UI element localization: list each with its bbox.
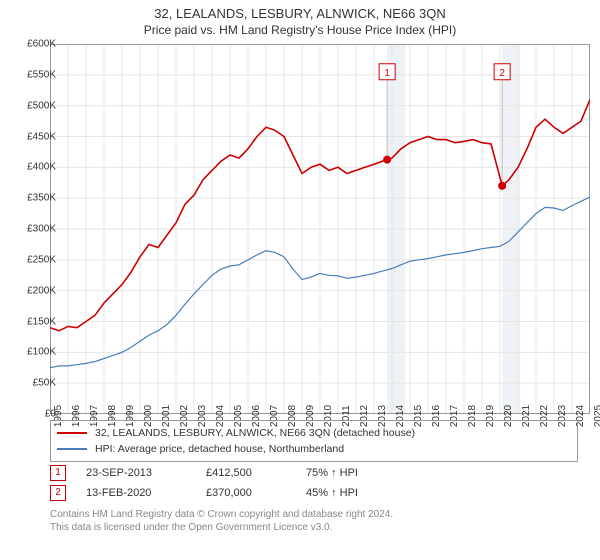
sale-date-1: 23-SEP-2013 bbox=[86, 467, 206, 479]
footer: Contains HM Land Registry data © Crown c… bbox=[50, 508, 393, 534]
y-tick-label: £500K bbox=[27, 100, 56, 111]
legend-label-hpi: HPI: Average price, detached house, Nort… bbox=[95, 443, 344, 455]
legend-row-hpi: HPI: Average price, detached house, Nort… bbox=[57, 441, 571, 457]
y-tick-label: £200K bbox=[27, 285, 56, 296]
legend-row-property: 32, LEALANDS, LESBURY, ALNWICK, NE66 3QN… bbox=[57, 425, 571, 441]
sale-row-2: 2 13-FEB-2020 £370,000 45% ↑ HPI bbox=[50, 483, 406, 503]
sale-pct-2: 45% ↑ HPI bbox=[306, 487, 406, 499]
y-tick-label: £100K bbox=[27, 347, 56, 358]
sale-price-2: £370,000 bbox=[206, 487, 306, 499]
legend-label-property: 32, LEALANDS, LESBURY, ALNWICK, NE66 3QN… bbox=[95, 427, 415, 439]
sales-table: 1 23-SEP-2013 £412,500 75% ↑ HPI 2 13-FE… bbox=[50, 463, 406, 503]
sale-price-1: £412,500 bbox=[206, 467, 306, 479]
sale-row-1: 1 23-SEP-2013 £412,500 75% ↑ HPI bbox=[50, 463, 406, 483]
svg-text:2: 2 bbox=[499, 68, 505, 79]
y-tick-label: £250K bbox=[27, 254, 56, 265]
x-tick-label: 2025 bbox=[593, 405, 600, 427]
sale-marker-1: 1 bbox=[50, 465, 66, 481]
y-tick-label: £350K bbox=[27, 193, 56, 204]
price-chart: 12 bbox=[50, 44, 590, 414]
footer-line2: This data is licensed under the Open Gov… bbox=[50, 521, 393, 534]
y-tick-label: £550K bbox=[27, 69, 56, 80]
y-tick-label: £50K bbox=[33, 378, 56, 389]
legend-swatch-property bbox=[57, 432, 87, 434]
sale-pct-1: 75% ↑ HPI bbox=[306, 467, 406, 479]
sale-date-2: 13-FEB-2020 bbox=[86, 487, 206, 499]
y-tick-label: £150K bbox=[27, 316, 56, 327]
svg-text:1: 1 bbox=[384, 68, 390, 79]
legend: 32, LEALANDS, LESBURY, ALNWICK, NE66 3QN… bbox=[50, 420, 578, 462]
y-tick-label: £400K bbox=[27, 162, 56, 173]
title-block: 32, LEALANDS, LESBURY, ALNWICK, NE66 3QN… bbox=[0, 0, 600, 37]
footer-line1: Contains HM Land Registry data © Crown c… bbox=[50, 508, 393, 521]
y-tick-label: £300K bbox=[27, 224, 56, 235]
title-address: 32, LEALANDS, LESBURY, ALNWICK, NE66 3QN bbox=[0, 6, 600, 21]
y-tick-label: £600K bbox=[27, 39, 56, 50]
y-tick-label: £450K bbox=[27, 131, 56, 142]
sale-marker-2: 2 bbox=[50, 485, 66, 501]
title-subtitle: Price paid vs. HM Land Registry's House … bbox=[0, 23, 600, 37]
legend-swatch-hpi bbox=[57, 448, 87, 450]
chart-container: 32, LEALANDS, LESBURY, ALNWICK, NE66 3QN… bbox=[0, 0, 600, 560]
